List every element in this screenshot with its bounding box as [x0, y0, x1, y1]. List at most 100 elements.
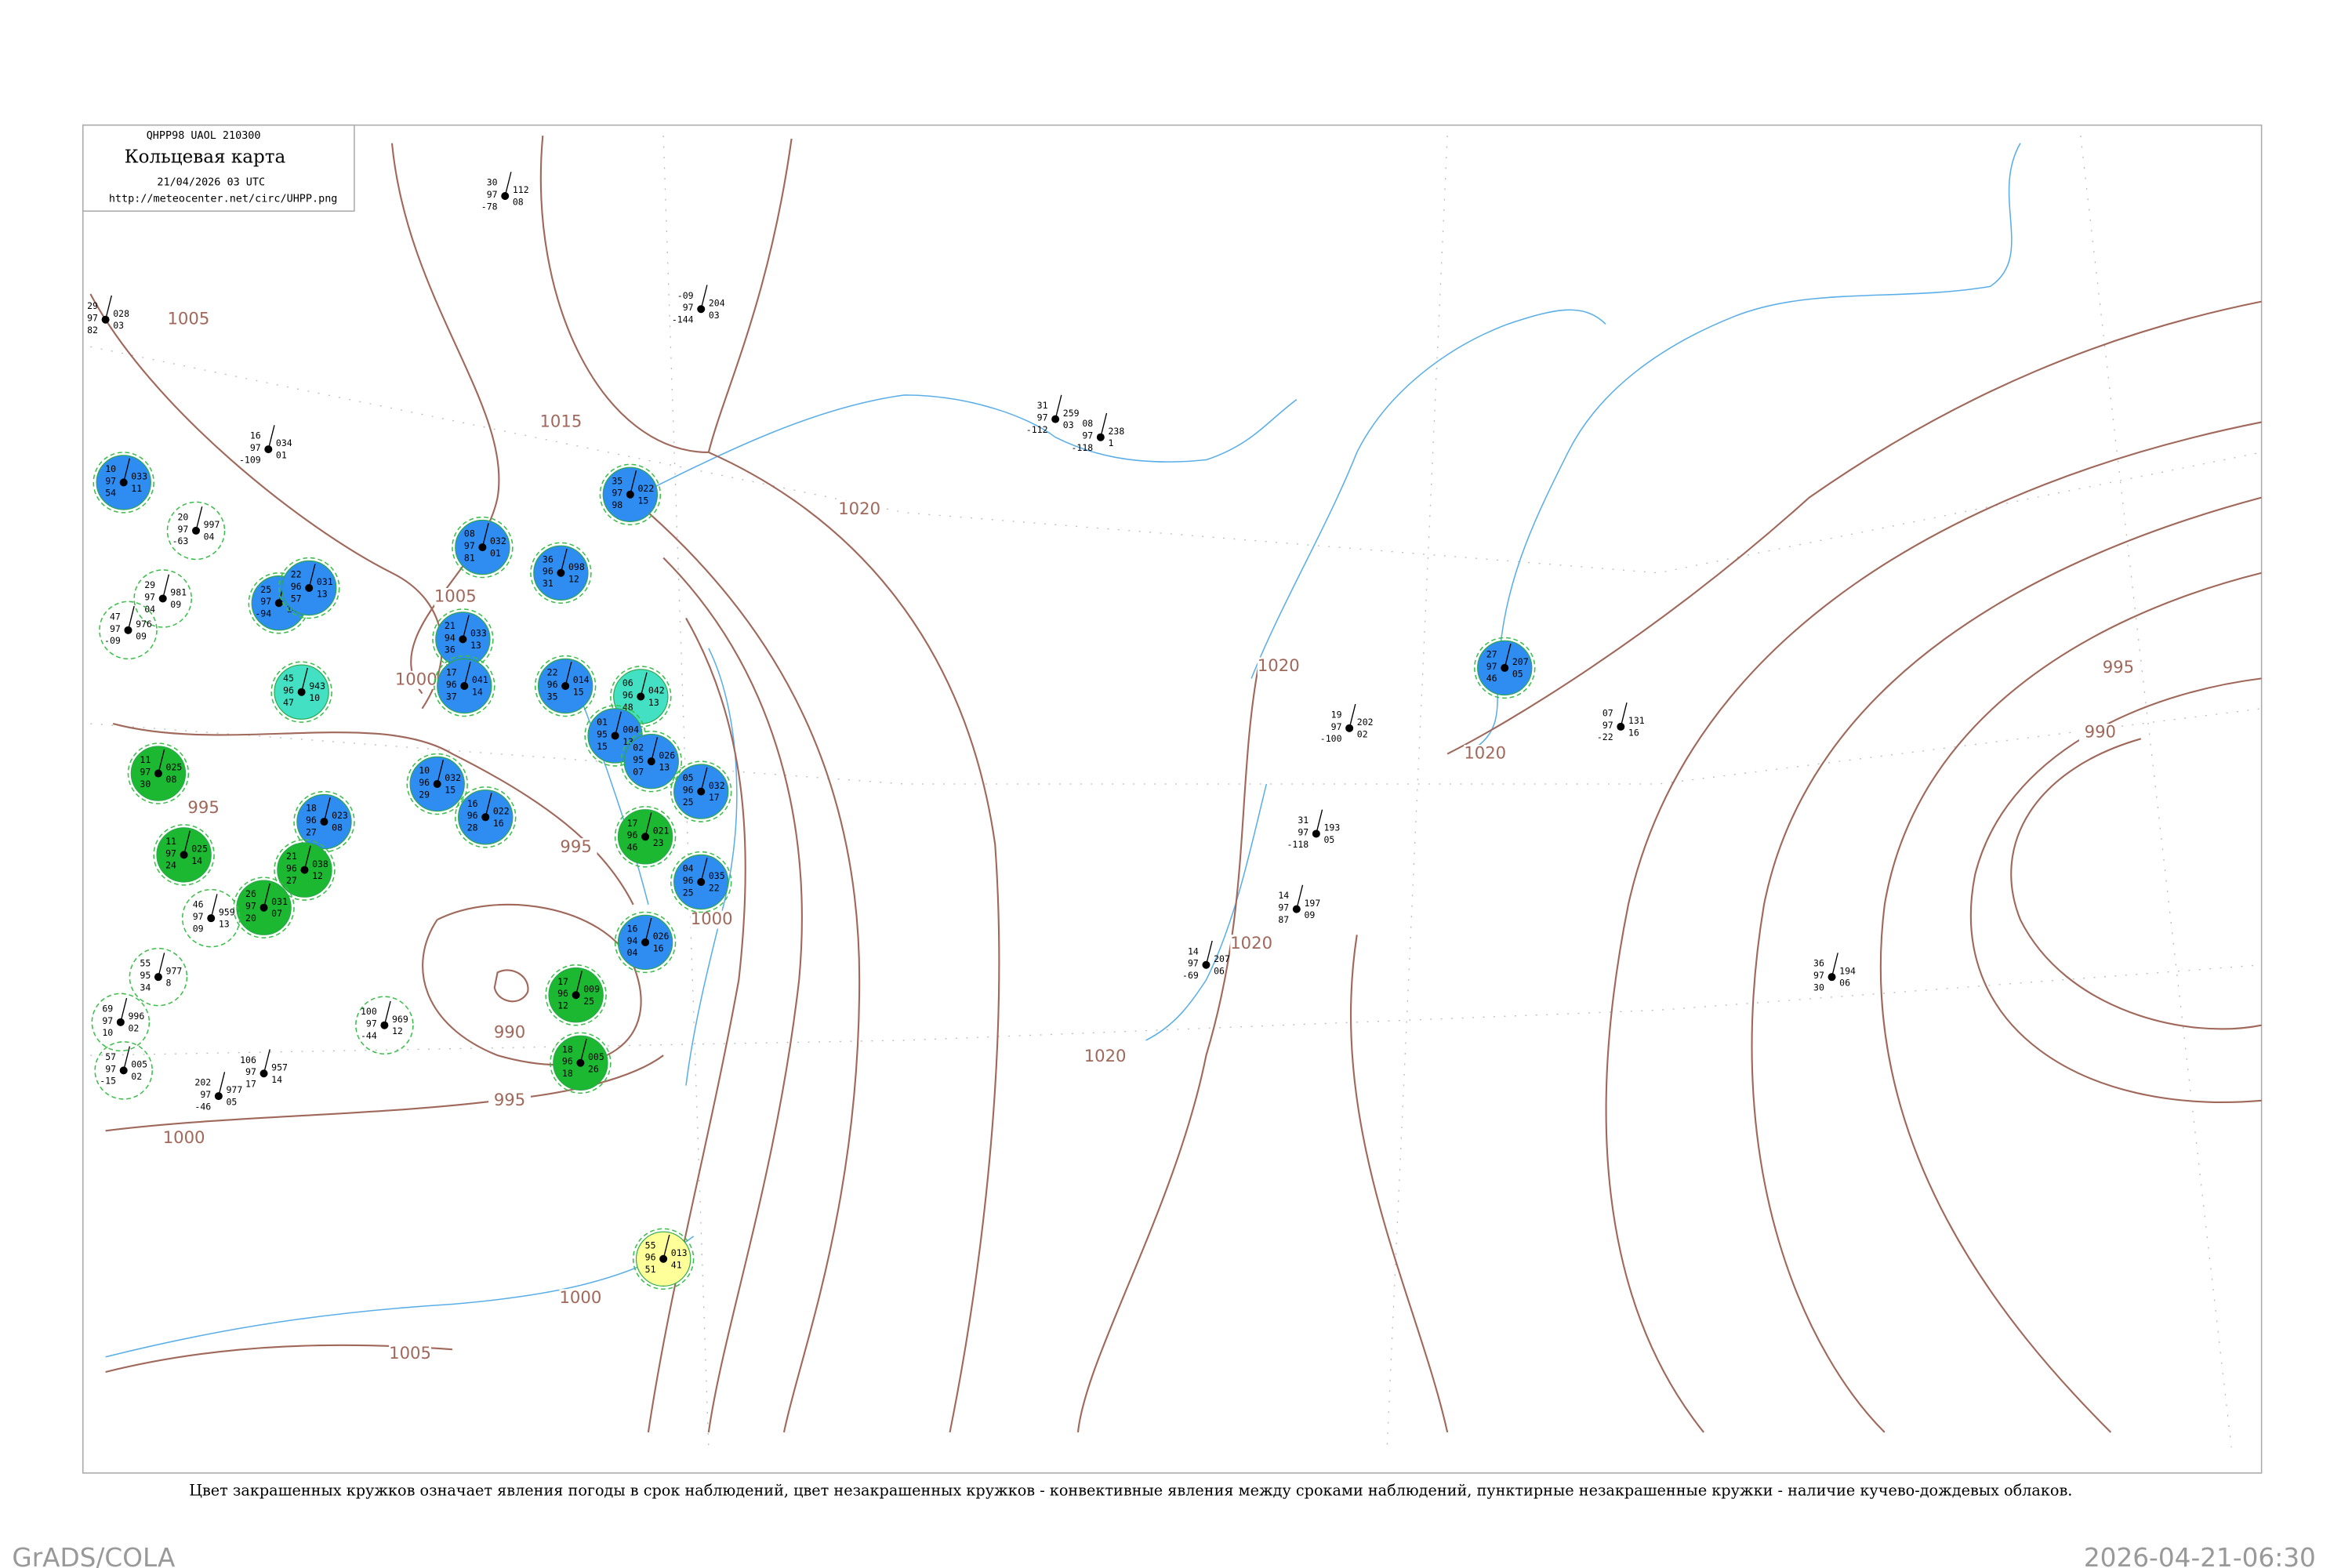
station-value: 96	[419, 777, 430, 788]
station-value: 033	[131, 471, 147, 482]
station-value: 16	[493, 818, 504, 829]
station-value: 96	[446, 679, 457, 690]
station-value: 35	[612, 475, 622, 486]
station-dot	[697, 878, 706, 887]
station-value: 97	[366, 1018, 377, 1029]
station-value: 005	[131, 1059, 147, 1070]
station-value: 87	[1278, 914, 1289, 925]
station-value: 20	[178, 511, 189, 522]
wind-barb	[263, 1049, 270, 1074]
station-value: 26	[588, 1063, 599, 1074]
station-value: 11	[131, 483, 142, 494]
station-value: 17	[245, 1079, 256, 1090]
station-value: 01	[276, 450, 287, 461]
station-value: 46	[193, 899, 204, 910]
station-halo	[99, 601, 158, 660]
station-value: -44	[361, 1030, 377, 1041]
station-value: 207	[1512, 656, 1529, 667]
station-halo	[455, 786, 517, 848]
station-value: 09	[136, 630, 147, 641]
station-halo	[530, 542, 592, 604]
station-value: 97	[140, 766, 151, 777]
station-value: 20	[245, 913, 256, 924]
station-value: 01	[490, 548, 501, 559]
station-value: 02	[633, 742, 644, 753]
station-value: 08	[166, 774, 177, 785]
wind-barb	[120, 997, 128, 1023]
station-value: 943	[309, 681, 325, 691]
station-value: 95	[633, 754, 644, 765]
station-value: -46	[194, 1101, 211, 1112]
wind-barb	[162, 574, 170, 599]
footer-right: 2026-04-21-06:30	[2084, 1543, 2316, 1568]
isobar-label-bg	[690, 910, 733, 929]
wind-barb	[123, 458, 131, 483]
station-value: 22	[709, 883, 720, 894]
station-value: 37	[446, 691, 457, 702]
isobar-label-bg	[2097, 659, 2140, 677]
station-value: 005	[588, 1051, 604, 1062]
station-halo	[153, 824, 215, 886]
station-value: 13	[219, 919, 230, 930]
station-value: 16	[627, 923, 638, 934]
station-value: 04	[204, 531, 215, 542]
wind-barb	[303, 845, 311, 870]
isobar-label-bg	[1230, 935, 1273, 953]
isobar-label: 1005	[389, 1343, 431, 1363]
station-value: 969	[392, 1014, 408, 1025]
station-value: 97	[87, 313, 98, 324]
station-value: 97	[250, 442, 261, 453]
station-value: 026	[659, 750, 675, 760]
station-value: 06	[1839, 978, 1850, 989]
isobar-label-bg	[559, 1289, 602, 1308]
station-halo	[670, 760, 732, 822]
station-halo	[355, 996, 414, 1054]
station-halo	[614, 806, 677, 868]
station-value: 29	[87, 300, 98, 311]
station-value: 15	[445, 785, 456, 796]
isobar-label: 995	[2103, 657, 2134, 677]
isobar-label: 1015	[539, 411, 582, 430]
wind-barb	[700, 285, 708, 310]
station-halo	[181, 888, 241, 948]
station-value: 96	[683, 785, 694, 796]
station-value: 14	[271, 1074, 282, 1085]
isobar-label: 1000	[395, 669, 437, 688]
isobar-label: 1000	[163, 1127, 205, 1147]
station-value: 023	[332, 810, 348, 821]
station-value: 14	[191, 855, 202, 866]
isobar-labels: 1005101510201005100099599510009909951000…	[162, 309, 2140, 1363]
wind-barb	[662, 1234, 670, 1259]
station-value: 02	[128, 1022, 139, 1033]
station-value: 16	[250, 430, 261, 441]
station-halo	[278, 557, 340, 619]
wind-barb	[640, 672, 648, 697]
station-halo	[599, 463, 662, 525]
station-value: 12	[568, 573, 579, 584]
isobar-label-bg	[554, 838, 597, 857]
station-value: 976	[136, 619, 152, 630]
station-value: 97	[612, 488, 622, 499]
station-halo	[534, 655, 597, 717]
isobar-label-bg	[488, 1091, 531, 1110]
station-value: 009	[583, 983, 600, 994]
station-value: 97	[193, 911, 204, 922]
station-dot	[300, 866, 309, 874]
station-dot	[305, 584, 314, 592]
station-value: 17	[446, 667, 457, 678]
header-box: QHPP98 UAOL 210300 Кольцевая карта 21/04…	[82, 124, 355, 212]
wind-barb	[308, 564, 316, 589]
wind-barb	[1054, 394, 1062, 419]
station-halo	[94, 1041, 153, 1100]
station-value: 13	[317, 589, 328, 600]
station-value: 14	[1278, 890, 1289, 901]
wind-barb	[651, 737, 659, 762]
